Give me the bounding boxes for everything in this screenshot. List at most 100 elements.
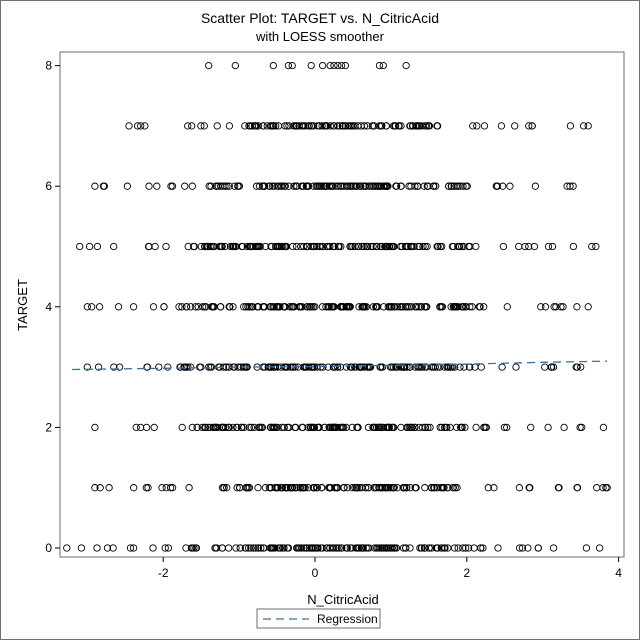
data-point xyxy=(278,423,286,432)
data-point xyxy=(241,544,250,552)
data-point xyxy=(433,544,442,552)
data-point xyxy=(229,303,237,311)
data-point xyxy=(337,61,346,70)
data-point xyxy=(380,303,388,311)
data-point xyxy=(123,182,132,190)
data-point xyxy=(411,182,419,190)
data-point xyxy=(342,423,350,432)
data-point xyxy=(391,544,399,552)
data-point xyxy=(394,122,403,130)
data-point xyxy=(93,242,102,251)
data-point xyxy=(374,182,382,190)
data-point xyxy=(430,484,438,492)
data-point xyxy=(445,182,453,190)
data-point xyxy=(286,484,295,492)
data-point xyxy=(188,122,196,130)
data-point xyxy=(375,122,384,130)
data-point xyxy=(361,182,369,190)
data-point xyxy=(125,122,133,130)
data-point xyxy=(232,242,240,251)
data-point xyxy=(422,122,431,130)
data-point xyxy=(437,303,446,311)
data-point xyxy=(145,182,153,190)
data-point xyxy=(320,423,329,432)
data-point xyxy=(110,242,118,251)
data-point xyxy=(311,544,320,552)
data-point xyxy=(150,423,158,432)
data-point xyxy=(431,363,439,371)
data-point xyxy=(149,544,157,552)
data-point xyxy=(270,423,278,432)
data-point xyxy=(300,544,308,552)
data-point xyxy=(566,182,574,190)
data-point xyxy=(445,363,453,371)
data-point xyxy=(243,242,251,251)
data-point xyxy=(304,484,312,492)
data-point xyxy=(550,303,558,311)
data-point xyxy=(424,423,432,432)
data-point xyxy=(193,423,201,432)
data-point xyxy=(341,122,350,130)
data-point xyxy=(397,423,405,432)
data-point xyxy=(547,363,555,371)
data-point xyxy=(288,61,296,70)
data-point xyxy=(352,484,361,492)
data-point xyxy=(302,182,311,190)
data-point xyxy=(402,544,410,552)
data-point xyxy=(472,242,480,251)
data-point xyxy=(477,363,485,371)
data-point xyxy=(528,122,536,130)
data-point xyxy=(396,303,404,311)
regression-line xyxy=(72,360,608,371)
data-point xyxy=(211,544,219,552)
data-point xyxy=(281,122,289,130)
data-point xyxy=(297,544,306,552)
data-point xyxy=(346,303,354,311)
data-point xyxy=(544,423,552,432)
data-point xyxy=(204,423,212,432)
data-point xyxy=(405,182,413,190)
data-point xyxy=(230,242,238,251)
data-point xyxy=(162,242,170,251)
data-point xyxy=(347,363,355,371)
data-point xyxy=(225,182,233,190)
data-point xyxy=(323,242,331,251)
data-point xyxy=(515,544,524,552)
data-point xyxy=(461,423,469,432)
data-point xyxy=(191,303,200,311)
data-point xyxy=(500,423,509,432)
data-point xyxy=(443,484,452,492)
data-point xyxy=(276,544,284,552)
data-point xyxy=(343,544,351,552)
data-point xyxy=(433,363,442,371)
data-point xyxy=(83,363,91,371)
data-point xyxy=(369,242,377,251)
data-point xyxy=(212,182,221,190)
data-point xyxy=(221,182,229,190)
data-point xyxy=(237,423,246,432)
data-point xyxy=(447,303,455,311)
data-point xyxy=(216,303,225,311)
data-point xyxy=(579,122,588,130)
data-point xyxy=(283,544,291,552)
data-point xyxy=(603,484,611,492)
data-point xyxy=(314,544,322,552)
data-point xyxy=(296,303,304,311)
data-point xyxy=(188,182,196,190)
data-point xyxy=(266,182,274,190)
data-point xyxy=(503,303,511,311)
data-point xyxy=(573,484,582,492)
data-point xyxy=(198,303,207,311)
data-point xyxy=(290,122,298,130)
data-point xyxy=(312,182,320,190)
data-point xyxy=(226,303,234,311)
data-point xyxy=(341,61,350,70)
data-point xyxy=(263,122,271,130)
data-point xyxy=(497,122,506,130)
data-point xyxy=(453,484,461,492)
data-point xyxy=(361,484,370,492)
chart-title: Scatter Plot: TARGET vs. N_CitricAcid xyxy=(200,10,440,26)
data-point xyxy=(527,423,535,432)
data-point xyxy=(382,242,390,251)
data-point xyxy=(330,544,338,552)
